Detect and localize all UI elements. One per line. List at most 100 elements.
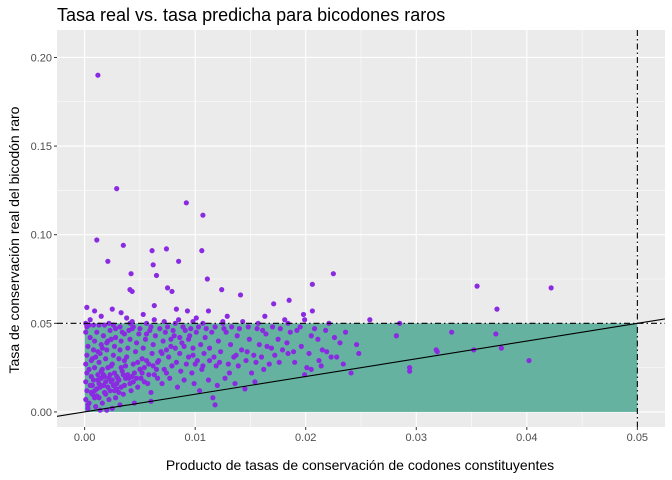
- data-point: [140, 311, 146, 318]
- data-point: [184, 308, 191, 314]
- data-point: [109, 405, 115, 411]
- y-tick-label: 0.10: [31, 230, 52, 242]
- data-point: [209, 329, 215, 335]
- data-point: [85, 402, 91, 408]
- data-point: [498, 345, 504, 351]
- data-point: [226, 370, 233, 376]
- data-point: [526, 357, 532, 364]
- data-point: [164, 324, 171, 330]
- data-point: [117, 324, 123, 330]
- data-point: [183, 361, 189, 367]
- data-point: [264, 343, 270, 349]
- data-point: [161, 366, 167, 372]
- data-point: [173, 306, 179, 312]
- data-point: [104, 347, 110, 353]
- data-point: [116, 389, 122, 396]
- data-point: [100, 372, 107, 378]
- x-tick-label: 0.04: [516, 432, 537, 444]
- data-point: [297, 324, 303, 330]
- data-points: [83, 72, 554, 413]
- data-point: [262, 313, 268, 319]
- data-point: [205, 308, 212, 314]
- data-point: [434, 349, 440, 355]
- data-point: [137, 366, 143, 372]
- data-point: [318, 363, 324, 369]
- data-point: [149, 350, 155, 357]
- data-point: [151, 372, 157, 378]
- data-point: [143, 331, 150, 337]
- data-point: [83, 329, 89, 335]
- data-point: [94, 237, 100, 243]
- data-point: [188, 326, 194, 332]
- data-point: [114, 186, 120, 192]
- data-point: [84, 352, 90, 358]
- data-point: [234, 333, 240, 339]
- data-point: [129, 373, 135, 380]
- data-point: [107, 327, 113, 334]
- data-point: [176, 258, 182, 264]
- data-point: [239, 347, 245, 353]
- data-point: [94, 329, 100, 335]
- data-point: [163, 347, 170, 353]
- data-point: [229, 324, 235, 330]
- data-point: [225, 361, 231, 367]
- data-point: [195, 324, 202, 330]
- data-point: [136, 331, 142, 337]
- data-point: [256, 341, 262, 348]
- data-point: [308, 366, 314, 372]
- data-point: [193, 315, 199, 321]
- data-point: [290, 349, 297, 355]
- data-point: [126, 327, 132, 334]
- data-point: [111, 343, 118, 349]
- data-point: [200, 363, 206, 369]
- data-point: [86, 366, 92, 372]
- data-point: [213, 363, 219, 369]
- data-point: [162, 329, 168, 335]
- data-point: [104, 340, 110, 346]
- data-point: [118, 310, 124, 316]
- data-point: [212, 324, 218, 330]
- data-point: [181, 343, 187, 349]
- data-point: [130, 324, 136, 330]
- data-point: [99, 400, 105, 406]
- data-point: [224, 313, 230, 319]
- data-point: [103, 379, 109, 385]
- data-point: [199, 248, 205, 254]
- data-point: [243, 357, 249, 364]
- data-point: [340, 361, 346, 367]
- data-point: [121, 357, 128, 364]
- data-point: [89, 382, 95, 388]
- data-point: [292, 359, 298, 365]
- data-point: [271, 301, 277, 307]
- data-point: [334, 354, 340, 360]
- data-point: [189, 370, 195, 376]
- data-point: [268, 345, 275, 351]
- data-point: [302, 317, 308, 323]
- data-point: [131, 400, 137, 406]
- y-tick-label: 0.20: [31, 52, 52, 64]
- data-point: [190, 352, 196, 358]
- data-point: [167, 375, 173, 381]
- reference-lines: [57, 30, 665, 427]
- data-point: [143, 357, 150, 364]
- data-point: [254, 326, 260, 332]
- data-point: [105, 258, 111, 264]
- data-point: [548, 285, 554, 291]
- data-point: [251, 352, 257, 358]
- data-point: [84, 388, 90, 394]
- data-point: [255, 320, 261, 326]
- data-point: [153, 272, 160, 279]
- data-point: [308, 333, 314, 339]
- data-point: [107, 372, 113, 378]
- data-point: [88, 357, 94, 364]
- data-point: [118, 384, 124, 390]
- data-point: [192, 361, 198, 367]
- data-point: [342, 329, 349, 335]
- data-point: [117, 347, 123, 353]
- data-point: [109, 306, 115, 312]
- data-point: [201, 350, 207, 357]
- data-point: [91, 338, 98, 344]
- data-point: [106, 396, 112, 403]
- data-point: [331, 334, 338, 341]
